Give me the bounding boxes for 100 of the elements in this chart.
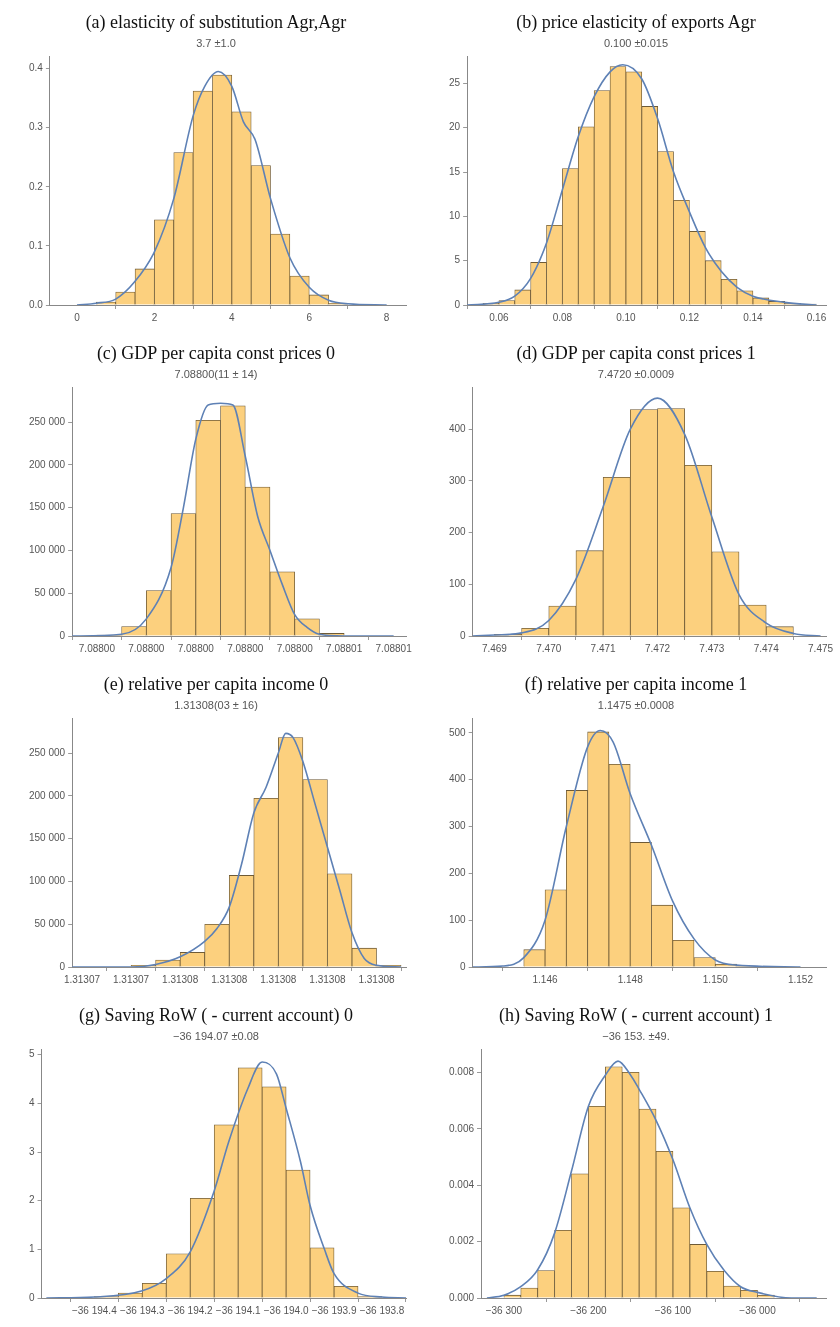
- y-tick-label: 150 000: [28, 832, 66, 844]
- y-tick-label: 5: [29, 1048, 35, 1060]
- x-tick-label: 6: [306, 311, 313, 323]
- y-tick-label: 300: [449, 474, 467, 486]
- y-tick-label: 300: [449, 820, 467, 832]
- y-tick-label: 200: [449, 526, 467, 538]
- y-tick-label: 0.3: [29, 121, 44, 133]
- y-tick-label: 0.4: [29, 62, 44, 74]
- chart-title: (b) price elasticity of exports Agr: [516, 11, 756, 33]
- x-tick-label: 0.12: [679, 311, 700, 323]
- x-tick-label: 7.08800: [177, 642, 215, 654]
- line-series: [467, 63, 818, 305]
- x-tick-label: 1.31308: [309, 973, 346, 985]
- x-tick-label: 4: [229, 311, 236, 323]
- x-tick-label: 7.08800: [276, 642, 314, 654]
- y-tick-label: 5: [454, 254, 461, 266]
- y-tick-label: 100: [449, 578, 467, 590]
- chart-subtitle: −36 153. ±49.: [602, 1030, 670, 1043]
- y-tick-label: 200 000: [28, 789, 66, 801]
- y-tick-label: 15: [449, 165, 461, 177]
- x-tick-label: 7.08801: [326, 642, 363, 654]
- x-tick-label: 7.472: [644, 642, 671, 654]
- y-tick-label: 0.000: [448, 1291, 475, 1303]
- y-tick-label: 100 000: [28, 875, 66, 887]
- y-tick-label: 250 000: [28, 415, 66, 427]
- y-tick-label: 0.004: [448, 1178, 475, 1190]
- y-tick-label: 2: [29, 1194, 35, 1206]
- y-tick-label: 0: [460, 960, 467, 972]
- y-tick-label: 200: [449, 867, 467, 879]
- x-tick-label: 7.08800: [227, 642, 264, 654]
- x-tick-label: 7.471: [590, 642, 617, 654]
- chart-subtitle: 1.1475 ±0.0008: [597, 699, 675, 712]
- x-tick-label: −36 300: [485, 1304, 523, 1316]
- y-tick-label: 0: [59, 629, 66, 641]
- y-tick-label: 400: [449, 422, 467, 434]
- y-tick-label: 100 000: [28, 544, 66, 556]
- x-tick-label: 1.31308: [162, 973, 199, 985]
- y-tick-label: 10: [449, 210, 461, 222]
- chart-title: (h) Saving RoW ( - current account) 1: [498, 1004, 774, 1026]
- chart-subtitle: 3.7 ±1.0: [196, 37, 236, 50]
- y-tick-label: 50 000: [34, 586, 66, 598]
- y-tick-label: 50 000: [34, 917, 66, 929]
- x-tick-label: 1.150: [702, 973, 729, 985]
- y-tick-label: 20: [449, 121, 461, 133]
- x-tick-label: 0.14: [743, 311, 764, 323]
- x-tick-label: −36 193.8: [359, 1304, 405, 1316]
- x-tick-label: 0.08: [552, 311, 573, 323]
- x-tick-label: 1.31307: [112, 973, 150, 985]
- line-series: [76, 70, 388, 305]
- y-tick-label: 0.006: [448, 1122, 475, 1134]
- x-tick-label: 0.10: [616, 311, 637, 323]
- y-tick-label: 0: [454, 298, 461, 310]
- chart-title: (c) GDP per capita const prices 0: [96, 342, 336, 364]
- x-tick-label: 7.08800: [78, 642, 116, 654]
- y-tick-label: 0: [59, 960, 66, 972]
- x-tick-label: 2: [151, 311, 158, 323]
- y-tick-label: 0: [460, 629, 467, 641]
- chart-subtitle: 7.4720 ±0.0009: [597, 368, 675, 381]
- x-tick-label: 1.152: [787, 973, 814, 985]
- x-tick-label: −36 194.2: [167, 1304, 214, 1316]
- chart-title: (d) GDP per capita const prices 1: [516, 342, 756, 364]
- x-tick-label: 7.469: [481, 642, 508, 654]
- y-tick-label: 0.1: [29, 239, 44, 251]
- y-tick-label: 500: [449, 726, 467, 738]
- x-tick-label: 7.475: [808, 642, 834, 654]
- y-tick-label: 0.002: [448, 1235, 475, 1247]
- x-tick-label: −36 194.4: [71, 1304, 118, 1316]
- x-tick-label: 1.31307: [63, 973, 101, 985]
- x-tick-label: 7.473: [699, 642, 725, 654]
- y-tick-label: 200 000: [28, 458, 66, 470]
- line-series: [45, 1061, 406, 1298]
- y-tick-label: 0.008: [448, 1066, 475, 1078]
- x-tick-label: −36 193.9: [311, 1304, 357, 1316]
- chart-subtitle: 1.31308(03 ± 16): [174, 699, 258, 712]
- y-tick-label: 0.0: [29, 298, 44, 310]
- x-tick-label: −36 194.0: [263, 1304, 309, 1316]
- x-tick-label: 1.148: [617, 973, 644, 985]
- y-tick-label: 250 000: [28, 746, 66, 758]
- line-series: [72, 732, 402, 967]
- x-tick-label: 7.470: [536, 642, 562, 654]
- chart-title: (f) relative per capita income 1: [524, 673, 748, 695]
- y-tick-label: 0.2: [29, 180, 44, 192]
- x-tick-label: 0: [74, 311, 81, 323]
- chart-title: (e) relative per capita income 0: [103, 673, 329, 695]
- x-tick-label: 8: [383, 311, 390, 323]
- chart-title: (a) elasticity of substitution Agr,Agr: [85, 11, 347, 33]
- y-tick-label: 400: [449, 773, 467, 785]
- x-tick-label: −36 000: [739, 1304, 777, 1316]
- y-tick-label: 150 000: [28, 501, 66, 513]
- chart-subtitle: −36 194.07 ±0.08: [173, 1030, 259, 1043]
- x-tick-label: −36 200: [570, 1304, 608, 1316]
- y-tick-label: 4: [29, 1097, 35, 1109]
- x-tick-label: 1.31308: [358, 973, 396, 985]
- x-tick-label: 7.08801: [375, 642, 413, 654]
- x-tick-label: 1.31308: [211, 973, 248, 985]
- x-tick-label: 1.31308: [260, 973, 297, 985]
- line-series: [472, 397, 822, 636]
- line-series: [486, 1060, 818, 1298]
- x-tick-label: −36 100: [654, 1304, 692, 1316]
- x-tick-label: 7.474: [753, 642, 780, 654]
